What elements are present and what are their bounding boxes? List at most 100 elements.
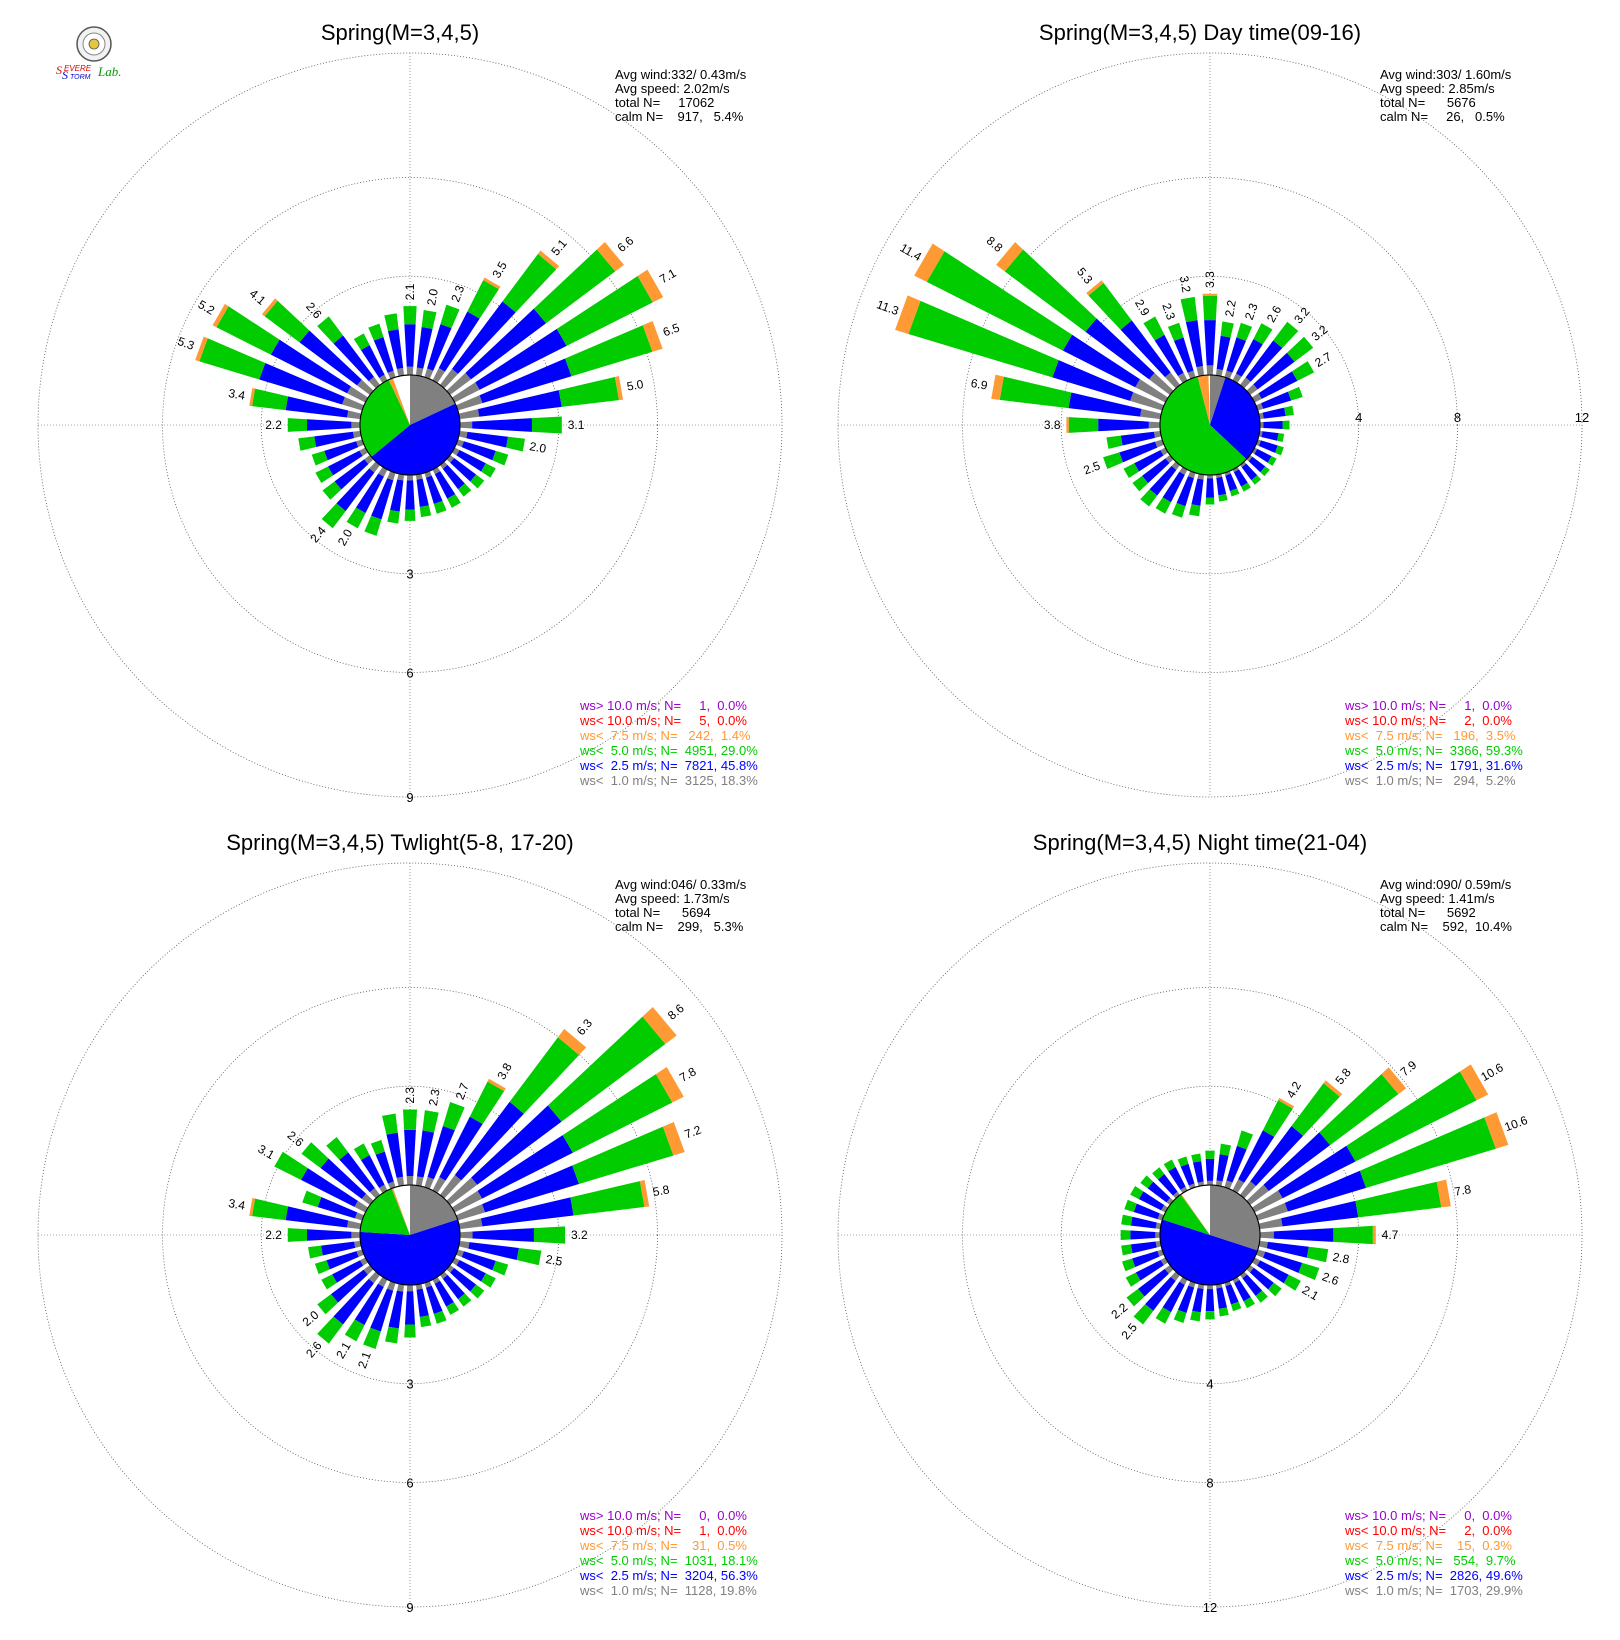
wind-sector-bar <box>1123 447 1169 479</box>
wind-sector-bar <box>1086 280 1181 389</box>
bar-segment-lt5 <box>1177 1156 1189 1167</box>
bar-segment-lt2_5 <box>1261 391 1292 409</box>
bar-segment-lt5 <box>302 1190 322 1208</box>
ring-tick-label: 6 <box>406 665 413 680</box>
bar-segment-lt5 <box>433 1310 447 1324</box>
bar-segment-lt5 <box>1359 1117 1496 1188</box>
calm-pie-slice <box>410 1185 458 1235</box>
bar-segment-lt2_5 <box>1130 1230 1156 1240</box>
legend-entry: ws< 7.5 m/s; N= 196, 3.5% <box>1345 728 1516 743</box>
bar-segment-lt1 <box>455 439 464 448</box>
bar-value-label: 5.0 <box>626 377 645 394</box>
wind-sector-bar <box>346 466 388 529</box>
bar-value-label: 11.4 <box>898 241 925 265</box>
bar-segment-lt5 <box>1243 1297 1255 1309</box>
bar-value-label: 2.2 <box>1222 299 1239 318</box>
bar-segment-lt5 <box>1282 420 1290 430</box>
wind-sector-bar <box>446 1006 677 1206</box>
wind-sector-bar <box>1143 316 1188 384</box>
wind-sector-bar <box>1224 322 1253 380</box>
wind-sector-bar <box>991 374 1162 420</box>
wind-sector-bar <box>195 336 365 411</box>
wind-sector-bar <box>404 474 416 521</box>
wind-sector-bar <box>1251 361 1315 403</box>
bar-segment-lt2_5 <box>1135 1259 1164 1281</box>
bar-segment-lt5 <box>364 515 382 536</box>
svg-text:Lab.: Lab. <box>97 64 121 79</box>
wind-sector-bar <box>439 1028 587 1199</box>
bar-value-label: 2.7 <box>453 1081 472 1102</box>
bar-segment-lt1 <box>1140 408 1162 420</box>
bar-segment-lt1 <box>1224 1180 1233 1190</box>
bar-segment-lt2_5 <box>1281 1200 1359 1227</box>
bar-value-label: 8.6 <box>665 1001 687 1023</box>
bar-segment-lt5 <box>1171 502 1186 518</box>
wind-sector-bar <box>1066 416 1161 434</box>
bar-segment-lt1 <box>354 1212 365 1221</box>
bar-segment-lt5 <box>353 1143 370 1161</box>
bar-segment-lt5 <box>1218 1307 1229 1317</box>
bar-segment-lt2_5 <box>1120 320 1171 378</box>
stats-line: Avg wind:332/ 0.43m/s <box>615 67 747 82</box>
bar-segment-lt2_5 <box>1133 1203 1160 1220</box>
wind-sector-bar <box>302 1190 365 1221</box>
bar-segment-lt2_5 <box>1180 1163 1195 1186</box>
bar-segment-lt5 <box>1236 322 1253 341</box>
bar-segment-lt2_5 <box>326 1251 359 1270</box>
bar-value-label: 2.0 <box>335 526 356 548</box>
bar-segment-lt5 <box>533 1226 566 1244</box>
wind-sector-bar <box>1130 1185 1169 1213</box>
bar-value-label: 6.3 <box>574 1016 596 1038</box>
wind-sector-bar <box>311 439 365 466</box>
bar-segment-lt1 <box>451 382 480 403</box>
wind-sector-bar <box>451 269 664 403</box>
bar-segment-lt2_5 <box>439 1116 483 1181</box>
bar-segment-lt2_5 <box>336 468 375 512</box>
wind-sector-bar <box>287 418 361 432</box>
bar-segment-lt1 <box>1165 372 1181 389</box>
bar-segment-lt2_5 <box>442 464 465 490</box>
bar-segment-lt5 <box>1188 504 1201 517</box>
legend-entry: ws> 10.0 m/s; N= 1, 0.0% <box>1345 698 1512 713</box>
calm-pie-slice <box>360 1188 410 1235</box>
bar-segment-lt2_5 <box>404 1291 416 1325</box>
bar-segment-lt1 <box>369 1188 381 1199</box>
bar-segment-lt1 <box>356 1249 365 1258</box>
bar-segment-lt1 <box>446 1264 455 1273</box>
bar-segment-lt5 <box>470 474 485 489</box>
bar-segment-lt5 <box>404 509 416 521</box>
wind-sector-bar <box>1173 1280 1196 1324</box>
bar-segment-lt5 <box>562 1074 673 1153</box>
bar-segment-lt5 <box>547 1016 666 1122</box>
ring-tick-label: 12 <box>1203 1600 1217 1615</box>
bar-segment-lt1 <box>439 368 459 389</box>
wind-sector-bar <box>317 316 381 389</box>
wind-sector-bar <box>321 1257 369 1290</box>
bar-segment-lt2_5 <box>1157 1173 1178 1196</box>
wind-sector-bar <box>1124 1199 1165 1221</box>
bar-segment-lt5 <box>572 1126 674 1184</box>
wind-sector-bar <box>1258 1179 1451 1230</box>
bar-segment-lt1 <box>1155 1231 1161 1239</box>
wind-sector-bar <box>446 454 485 489</box>
bar-segment-lt2_5 <box>320 1158 367 1199</box>
bar-segment-lt5 <box>353 333 370 351</box>
bar-segment-lt5 <box>1123 463 1140 479</box>
bar-segment-lt1 <box>458 1218 483 1230</box>
bar-segment-lt5 <box>1283 1274 1301 1291</box>
bar-segment-lt1 <box>356 379 374 396</box>
calm-outline <box>1159 374 1261 476</box>
bar-segment-lt2_5 <box>373 337 394 373</box>
bar-segment-lt2_5 <box>1085 318 1155 380</box>
bar-segment-lt5 <box>1287 386 1303 401</box>
bar-value-label: 5.3 <box>176 334 197 353</box>
bar-segment-lt5 <box>1205 1150 1215 1159</box>
bar-segment-lt1 <box>459 421 473 429</box>
bar-segment-lt1 <box>1206 1284 1214 1290</box>
bar-value-label: 2.1 <box>403 283 417 300</box>
wind-sector-bar <box>1232 323 1273 384</box>
bar-segment-lt1 <box>455 395 483 411</box>
bar-segment-lt5 <box>1191 1153 1202 1163</box>
bar-value-label: 3.1 <box>568 418 585 432</box>
bar-segment-lt1 <box>424 1176 434 1190</box>
